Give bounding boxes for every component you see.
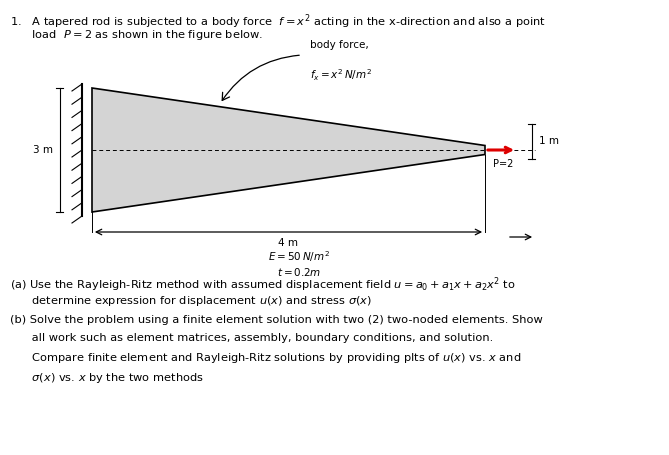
Polygon shape bbox=[92, 88, 485, 212]
Text: $\sigma(x)$ vs. $x$ by the two methods: $\sigma(x)$ vs. $x$ by the two methods bbox=[10, 371, 204, 385]
Text: 3 m: 3 m bbox=[33, 145, 53, 155]
Text: determine expression for displacement $u(x)$ and stress $\sigma(x)$: determine expression for displacement $u… bbox=[10, 294, 372, 308]
FancyArrowPatch shape bbox=[222, 55, 299, 101]
Text: (a) Use the Rayleigh-Ritz method with assumed displacement field $u = a_0 + a_1 : (a) Use the Rayleigh-Ritz method with as… bbox=[10, 275, 516, 293]
Text: Compare finite element and Rayleigh-Ritz solutions by providing plts of $u(x)$ v: Compare finite element and Rayleigh-Ritz… bbox=[10, 351, 521, 365]
Text: P=2: P=2 bbox=[493, 159, 513, 169]
Text: $E = 50\,N/m^2$: $E = 50\,N/m^2$ bbox=[268, 249, 329, 264]
Text: body force,: body force, bbox=[310, 40, 369, 50]
Text: 1.   A tapered rod is subjected to a body force  $f = x^2$ acting in the x-direc: 1. A tapered rod is subjected to a body … bbox=[10, 12, 546, 30]
Text: 1 m: 1 m bbox=[539, 136, 559, 146]
Text: load  $P = 2$ as shown in the figure below.: load $P = 2$ as shown in the figure belo… bbox=[10, 28, 263, 42]
Text: all work such as element matrices, assembly, boundary conditions, and solution.: all work such as element matrices, assem… bbox=[10, 333, 493, 343]
Text: (b) Solve the problem using a finite element solution with two (2) two-noded ele: (b) Solve the problem using a finite ele… bbox=[10, 315, 543, 325]
Text: 4 m: 4 m bbox=[278, 238, 298, 248]
Text: $f_x = x^2\,N/m^2$: $f_x = x^2\,N/m^2$ bbox=[310, 67, 372, 83]
Text: $t = 0.2m$: $t = 0.2m$ bbox=[276, 266, 320, 278]
